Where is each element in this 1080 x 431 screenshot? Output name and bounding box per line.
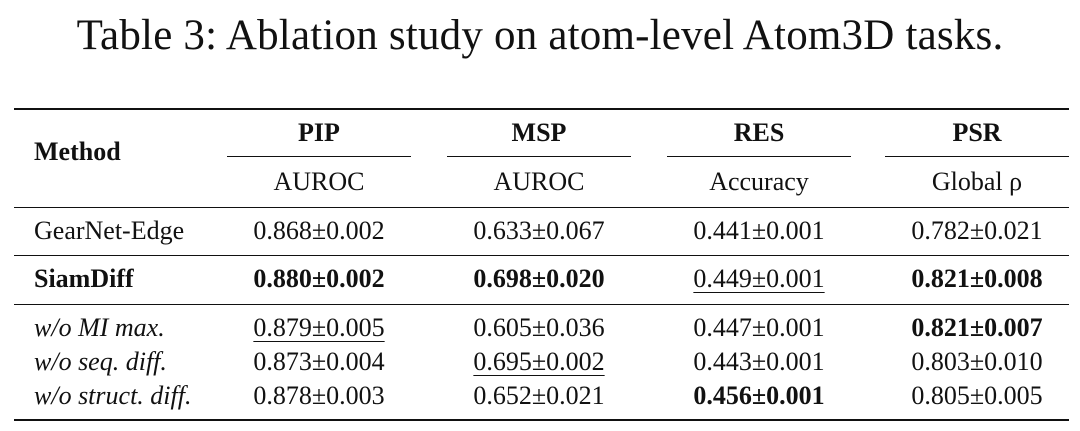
row-cell: 0.652±0.021	[473, 381, 605, 410]
row-cell: 0.878±0.003	[253, 381, 385, 410]
cmid-rule-pip	[227, 156, 411, 157]
header-rule	[14, 207, 1069, 208]
metric-header-psr: Global ρ	[931, 167, 1023, 196]
row-cell: 0.782±0.021	[911, 216, 1043, 245]
task-header-res: RES	[733, 118, 785, 147]
underlined-value: 0.449±0.001	[693, 264, 825, 293]
row-method: GearNet-Edge	[34, 216, 185, 245]
row-cell: 0.443±0.001	[693, 347, 825, 376]
top-rule	[14, 108, 1069, 110]
bottom-rule	[14, 419, 1069, 421]
row-cell: 0.447±0.001	[693, 313, 825, 342]
row-method: w/o struct. diff.	[34, 381, 192, 410]
task-header-psr: PSR	[952, 118, 1002, 147]
table-caption: Table 3: Ablation study on atom-level At…	[76, 12, 1004, 59]
cmid-rule-psr	[885, 156, 1069, 157]
row-cell: 0.821±0.007	[911, 313, 1043, 342]
row-method: SiamDiff	[34, 264, 134, 293]
cmid-rule-res	[667, 156, 851, 157]
task-header-pip: PIP	[298, 118, 340, 147]
row-cell: 0.449±0.001	[667, 263, 851, 295]
row-cell: 0.456±0.001	[693, 381, 825, 410]
row-cell: 0.605±0.036	[473, 313, 605, 342]
metric-header-msp: AUROC	[493, 167, 585, 196]
row-cell: 0.803±0.010	[911, 347, 1043, 376]
row-method: w/o MI max.	[34, 313, 165, 342]
row-cell: 0.880±0.002	[253, 264, 385, 293]
row-cell: 0.879±0.005	[227, 312, 411, 344]
metric-header-pip: AUROC	[273, 167, 365, 196]
row-cell: 0.805±0.005	[911, 381, 1043, 410]
metric-header-res: Accuracy	[709, 167, 809, 196]
row-cell: 0.633±0.067	[473, 216, 605, 245]
row-cell: 0.695±0.002	[447, 346, 631, 378]
row-cell: 0.821±0.008	[911, 264, 1043, 293]
row-cell: 0.698±0.020	[473, 264, 605, 293]
row-separator	[14, 304, 1069, 305]
row-cell: 0.441±0.001	[693, 216, 825, 245]
task-header-msp: MSP	[511, 118, 567, 147]
row-separator	[14, 255, 1069, 256]
underlined-value: 0.695±0.002	[473, 347, 605, 376]
row-cell: 0.868±0.002	[253, 216, 385, 245]
row-method: w/o seq. diff.	[34, 347, 167, 376]
cmid-rule-msp	[447, 156, 631, 157]
row-cell: 0.873±0.004	[253, 347, 385, 376]
method-header: Method	[34, 137, 121, 166]
underlined-value: 0.879±0.005	[253, 313, 385, 342]
